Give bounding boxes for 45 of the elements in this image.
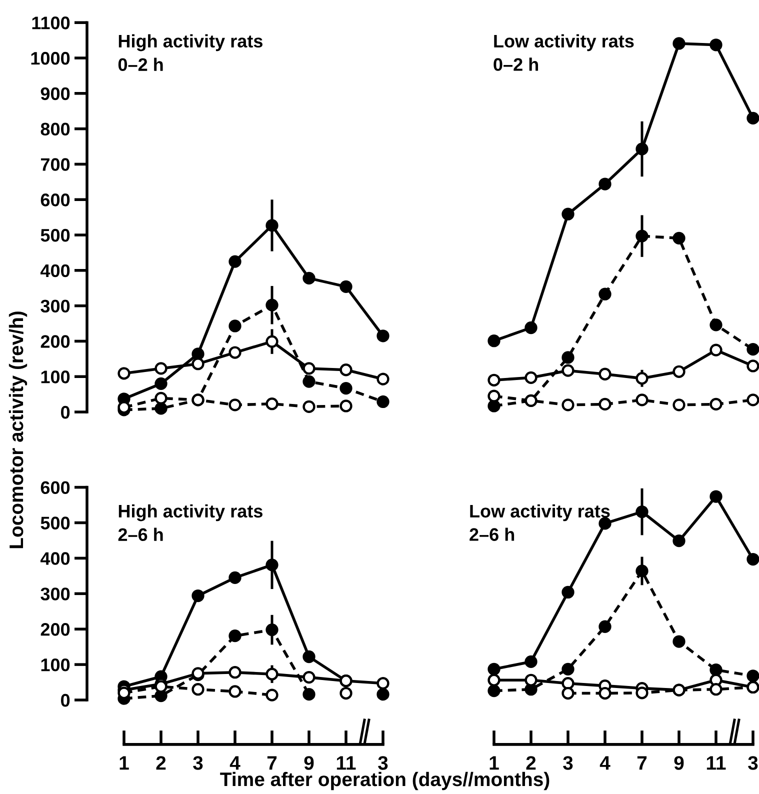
text: High activity rats [118,34,262,52]
y-tick-label: 0 [61,694,70,707]
x-tick-label: 3 [193,756,203,770]
x-tick-label: 9 [674,756,684,770]
x-tick-label: 11 [706,756,726,770]
x-tick-label: 1 [490,756,499,770]
x-tick-label: 7 [637,756,647,770]
y-tick-label: 300 [40,300,70,313]
x-tick-label: 2 [526,756,536,770]
y-tick-label: 700 [40,158,70,171]
x-tick-label: 7 [267,756,277,770]
y-tick-label: 500 [40,516,70,530]
x-tick-label: 3 [748,756,758,770]
y-tick-label: 200 [40,623,70,636]
y-tick-label: 800 [40,122,70,136]
x-tick-label: 4 [600,756,610,770]
y-tick-label: 600 [40,194,70,206]
y-tick-label: 1000 [31,52,70,65]
text: 2–6 h [470,528,514,541]
text: Low activity rats [470,504,610,522]
y-tick-label: 300 [40,588,70,600]
y-tick-label: 1100 [32,16,70,30]
text: 0–2 h [118,58,163,71]
text: High activity rats [118,504,262,522]
y-tick-label: 600 [40,481,70,494]
text: Low activity rats [494,34,634,52]
text: 0–2 h [494,58,538,71]
y-tick-label: 100 [41,658,70,672]
y-tick-label: 200 [40,335,70,348]
text: 2–6 h [118,528,163,542]
x-axis-title: Time after operation (days//months) [220,772,550,790]
x-tick-label: 9 [304,756,314,770]
x-tick-label: 2 [156,756,166,770]
y-tick-label: 0 [61,406,70,419]
x-tick-label: 3 [563,756,573,770]
x-tick-label: 11 [336,756,356,770]
x-tick-label: 1 [120,756,129,770]
y-tick-label: 400 [40,552,70,565]
y-tick-label: 900 [40,87,70,100]
y-tick-label: 500 [40,228,70,242]
x-tick-label: 4 [230,756,240,770]
x-tick-label: 3 [378,756,388,770]
y-tick-label: 100 [41,370,70,384]
y-tick-label: 400 [40,264,70,278]
y-axis-title: Locomotor activity (rev/h) [8,312,28,548]
